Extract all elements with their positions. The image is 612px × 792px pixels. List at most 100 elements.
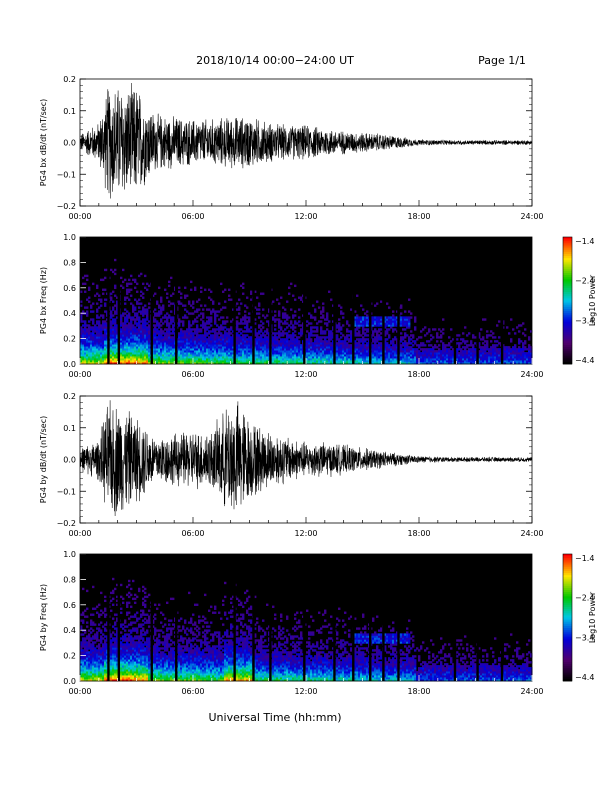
spectrogram-cell	[360, 338, 363, 341]
spectrogram-cell	[238, 358, 241, 361]
spectrogram-cell	[96, 605, 99, 608]
spectrogram-cell	[122, 336, 125, 339]
spectrogram-cell	[188, 350, 191, 353]
spectrogram-cell	[504, 348, 507, 351]
spectrogram-cell	[294, 298, 297, 301]
spectrogram-cell	[498, 352, 501, 355]
spectrogram-cell	[346, 330, 349, 333]
spectrogram-cell	[528, 358, 531, 361]
spectrogram-cell	[524, 362, 527, 365]
spectrogram-cell	[92, 675, 95, 678]
spectrogram-cell	[350, 350, 353, 353]
spectrogram-cell	[88, 647, 91, 650]
spectrogram-cell	[514, 360, 517, 363]
spectrogram-cell	[240, 302, 243, 305]
spectrogram-cell	[86, 649, 89, 652]
spectrogram-cell	[160, 324, 163, 327]
colorbar-segment	[563, 262, 572, 265]
spectrogram-cell	[416, 352, 419, 355]
spectrogram-cell	[378, 338, 381, 341]
spectrogram-cell	[126, 292, 129, 295]
spectrogram-cell	[254, 354, 257, 357]
spectrogram-cell	[144, 346, 147, 349]
spectrogram-cell	[188, 362, 191, 365]
spectrogram-cell	[80, 314, 83, 317]
spectrogram-cell	[358, 344, 361, 347]
spectrogram-cell	[348, 358, 351, 361]
spectrogram-cell	[104, 298, 107, 301]
spectrogram-cell	[338, 356, 341, 359]
spectrogram-cell	[512, 352, 515, 355]
spectrogram-cell	[366, 360, 369, 363]
spectrogram-cell	[96, 354, 99, 357]
spectrogram-cell	[336, 358, 339, 361]
spectrogram-cell	[94, 346, 97, 349]
spectrogram-cell	[158, 340, 161, 343]
spectrogram-cell	[134, 356, 137, 359]
spectrogram-cell	[222, 356, 225, 359]
spectrogram-cell	[90, 673, 93, 676]
spectrogram-cell	[80, 328, 83, 331]
spectrogram-cell	[444, 360, 447, 363]
spectrogram-cell	[318, 346, 321, 349]
spectrogram-cell	[114, 354, 117, 357]
spectrogram-cell	[122, 328, 125, 331]
spectrogram-cell	[182, 324, 185, 327]
spectrogram-cell	[160, 310, 163, 313]
spectrogram-cell	[330, 360, 333, 363]
spectrogram-cell	[316, 330, 319, 333]
spectrogram-cell	[300, 356, 303, 359]
spectrogram-cell	[148, 320, 151, 323]
spectrogram-cell	[238, 344, 241, 347]
spectrogram-cell	[136, 302, 139, 305]
spectrogram-cell	[162, 340, 165, 343]
y-axis-label: PG4 bx dB/dt (nT/sec)	[39, 99, 48, 186]
spectrogram-cell	[86, 661, 89, 664]
spectrogram-cell	[226, 344, 229, 347]
spectrogram-cell	[102, 657, 105, 660]
spectrogram-cell	[130, 344, 133, 347]
spectrogram-cell	[128, 322, 131, 325]
spectrogram-cell	[360, 334, 363, 337]
spectrogram-cell	[102, 645, 105, 648]
spectrogram-cell	[488, 356, 491, 359]
spectrogram-cell	[80, 675, 83, 678]
spectrogram-cell	[142, 354, 145, 357]
spectrogram-cell	[404, 316, 407, 319]
spectrogram-cell	[132, 350, 135, 353]
spectrogram-cell	[170, 318, 173, 321]
spectrogram-cell	[110, 350, 113, 353]
spectrogram-cell	[260, 334, 263, 337]
spectrogram-cell	[104, 288, 107, 291]
spectrogram-cell	[130, 354, 133, 357]
spectrogram-cell	[278, 362, 281, 365]
spectrogram-cell	[322, 346, 325, 349]
spectrogram-cell	[436, 358, 439, 361]
spectrogram-cell	[230, 348, 233, 351]
colorbar-segment	[563, 330, 572, 333]
spectrogram-cell	[338, 340, 341, 343]
spectrogram-cell	[208, 358, 211, 361]
spectrogram-cell	[164, 314, 167, 317]
spectrogram-cell	[516, 326, 519, 329]
spectrogram-cell	[380, 352, 383, 355]
spectrogram-cell	[222, 362, 225, 365]
spectrogram-cell	[80, 360, 83, 363]
spectrogram-cell	[494, 336, 497, 339]
spectrogram-cell	[158, 324, 161, 327]
spectrogram-cell	[222, 342, 225, 345]
spectrogram-cell	[106, 332, 109, 335]
spectrogram-cell	[98, 647, 101, 650]
spectrogram-cell	[364, 354, 367, 357]
spectrogram-cell	[364, 352, 367, 355]
spectrogram-cell	[200, 328, 203, 331]
spectrogram-cell	[94, 667, 97, 670]
spectrogram-cell	[184, 356, 187, 359]
spectrogram-cell	[94, 651, 97, 654]
spectrogram-cell	[210, 310, 213, 313]
spectrogram-cell	[190, 362, 193, 365]
spectrogram-cell	[340, 360, 343, 363]
spectrogram-cell	[82, 671, 85, 674]
spectrogram-cell	[406, 326, 409, 329]
spectrogram-cell	[238, 330, 241, 333]
